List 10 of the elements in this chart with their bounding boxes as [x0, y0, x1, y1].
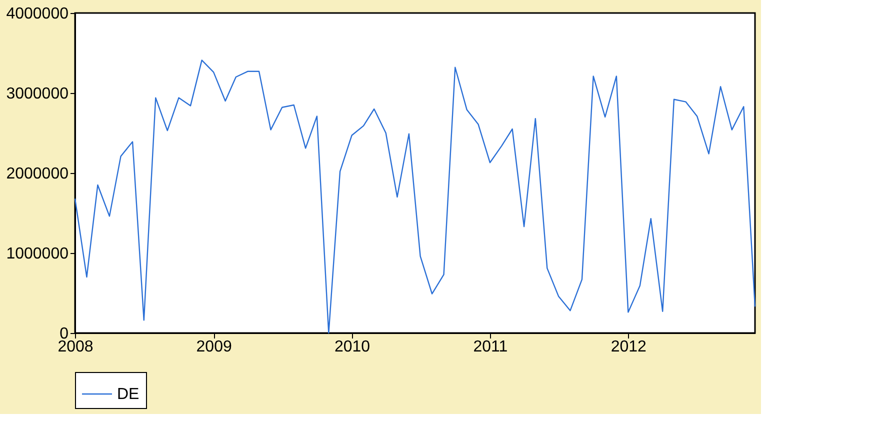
x-tick-label: 2008	[58, 338, 94, 356]
x-tick-label: 2009	[196, 338, 232, 356]
y-tick-label: 3000000	[6, 86, 69, 102]
x-tick-label: 2011	[473, 338, 508, 356]
y-tick-label: 4000000	[6, 6, 69, 22]
y-tick-label: 2000000	[6, 166, 69, 182]
legend-label: DE	[117, 386, 140, 403]
y-tick-label: 1000000	[6, 246, 69, 262]
x-tick-label: 2012	[610, 338, 647, 356]
x-tick-label: 2010	[334, 338, 370, 356]
